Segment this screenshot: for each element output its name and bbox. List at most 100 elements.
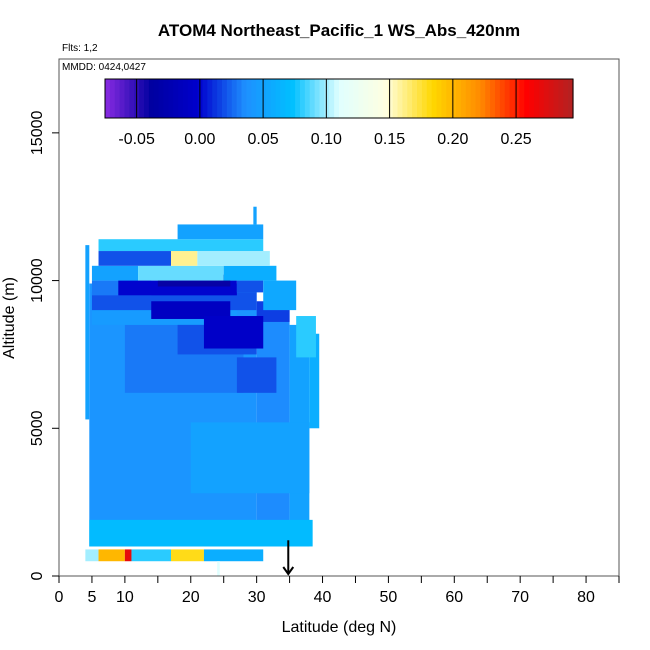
colorbar-segment — [343, 79, 350, 118]
colorbar-segment — [480, 79, 486, 118]
colorbar-segment — [431, 79, 438, 118]
heatmap-cell — [171, 549, 204, 562]
colorbar-segment — [412, 79, 418, 118]
colorbar-segment — [441, 79, 447, 118]
colorbar-segment — [300, 79, 306, 118]
colorbar-frame — [104, 78, 574, 119]
colorbar-tick-label: 0.10 — [311, 131, 342, 148]
colorbar-segment — [553, 79, 559, 118]
colorbar-segment — [246, 79, 252, 118]
colorbar-segment — [426, 79, 433, 118]
heatmap-cell — [203, 316, 264, 349]
y-tick-label: 10000 — [29, 258, 46, 303]
colorbar-segment — [504, 79, 511, 118]
colorbar-segment — [241, 79, 247, 118]
colorbar-segment — [295, 79, 301, 118]
heatmap-cell — [309, 333, 320, 429]
y-tick-label: 15000 — [29, 111, 46, 156]
colorbar-segment — [231, 79, 238, 118]
plot-frame — [58, 58, 620, 577]
colorbar-segment — [314, 79, 321, 118]
colorbar-segment — [261, 79, 267, 118]
colorbar-segment — [290, 79, 296, 118]
dates-label: MMDD: 0424,0427 — [62, 62, 146, 73]
colorbar-segment — [304, 79, 311, 118]
colorbar-segment — [363, 79, 369, 118]
colorbar-segment — [470, 79, 477, 118]
x-tick-label: 70 — [511, 589, 529, 606]
colorbar-segment — [446, 79, 452, 118]
colorbar-segment — [114, 79, 121, 118]
colorbar-segment — [129, 79, 135, 118]
colorbar-segment — [339, 79, 345, 118]
heatmap-cell — [131, 549, 171, 562]
x-tick-label: 0 — [55, 589, 64, 606]
colorbar: -0.05 0.00 0.05 0.10 0.15 0.20 0.25 — [104, 78, 574, 148]
colorbar-segment — [548, 79, 555, 118]
heatmap-cell — [151, 301, 231, 319]
heatmap-cell — [85, 245, 90, 420]
colorbar-segment — [217, 79, 223, 118]
heatmap-cell — [85, 549, 99, 562]
chart-title: ATOM4 Northeast_Pacific_1 WS_Abs_420nm — [158, 21, 520, 40]
colorbar-tick-label: 0.05 — [248, 131, 279, 148]
y-axis: 0 5000 10000 15000 — [29, 111, 59, 580]
colorbar-tick-label: 0.20 — [437, 131, 468, 148]
heatmap-cell — [217, 561, 220, 576]
colorbar-segment — [139, 79, 145, 118]
colorbar-segment — [319, 79, 325, 118]
colorbar-segment — [490, 79, 496, 118]
colorbar-segment — [324, 79, 330, 118]
heatmap-cell — [89, 519, 313, 547]
colorbar-segment — [499, 79, 506, 118]
heatmap-cell — [223, 265, 277, 281]
colorbar-segment — [212, 79, 218, 118]
colorbar-segment — [124, 79, 130, 118]
x-axis-label: Latitude (deg N) — [282, 619, 397, 636]
colorbar-segment — [387, 79, 394, 118]
colorbar-segment — [451, 79, 457, 118]
colorbar-segment — [353, 79, 360, 118]
colorbar-tick-label: 0.00 — [184, 131, 215, 148]
plot-area — [58, 58, 620, 577]
colorbar-segment — [402, 79, 408, 118]
heatmap-cell — [296, 316, 316, 358]
colorbar-segment — [173, 79, 179, 118]
colorbar-segment — [568, 79, 574, 118]
colorbar-segment — [368, 79, 374, 118]
colorbar-segment — [168, 79, 174, 118]
x-tick-label: 40 — [314, 589, 332, 606]
x-tick-label: 60 — [445, 589, 463, 606]
x-axis: 0 5 10 20 30 40 50 60 70 80 — [55, 576, 620, 606]
colorbar-segment — [334, 79, 340, 118]
colorbar-segment — [475, 79, 481, 118]
colorbar-segment — [109, 79, 116, 118]
colorbar-segment — [348, 79, 355, 118]
heatmap-cell — [98, 549, 125, 562]
colorbar-tick-label: 0.15 — [374, 131, 405, 148]
colorbar-segment — [275, 79, 282, 118]
colorbar-segment — [529, 79, 535, 118]
heatmap-cell — [236, 357, 277, 393]
heatmap-cell — [98, 251, 171, 266]
colorbar-segment — [285, 79, 291, 118]
heatmap-cell — [138, 265, 224, 281]
heatmap-cell — [91, 265, 139, 281]
colorbar-segment — [207, 79, 213, 118]
colorbar-segment — [178, 79, 184, 118]
heatmap-cell — [98, 239, 264, 252]
colorbar-segment — [119, 79, 126, 118]
heatmap-cell — [236, 280, 264, 293]
colorbar-segment — [226, 79, 233, 118]
colorbar-segment — [460, 79, 467, 118]
colorbar-segment — [421, 79, 428, 118]
colorbar-segment — [270, 79, 277, 118]
heatmap-cell — [190, 422, 310, 494]
colorbar-tick-label: 0.25 — [501, 131, 532, 148]
colorbar-segment — [329, 79, 335, 118]
colorbar-segment — [158, 79, 165, 118]
heatmap-cell — [253, 206, 257, 225]
colorbar-segment — [485, 79, 491, 118]
colorbar-segment — [373, 79, 379, 118]
